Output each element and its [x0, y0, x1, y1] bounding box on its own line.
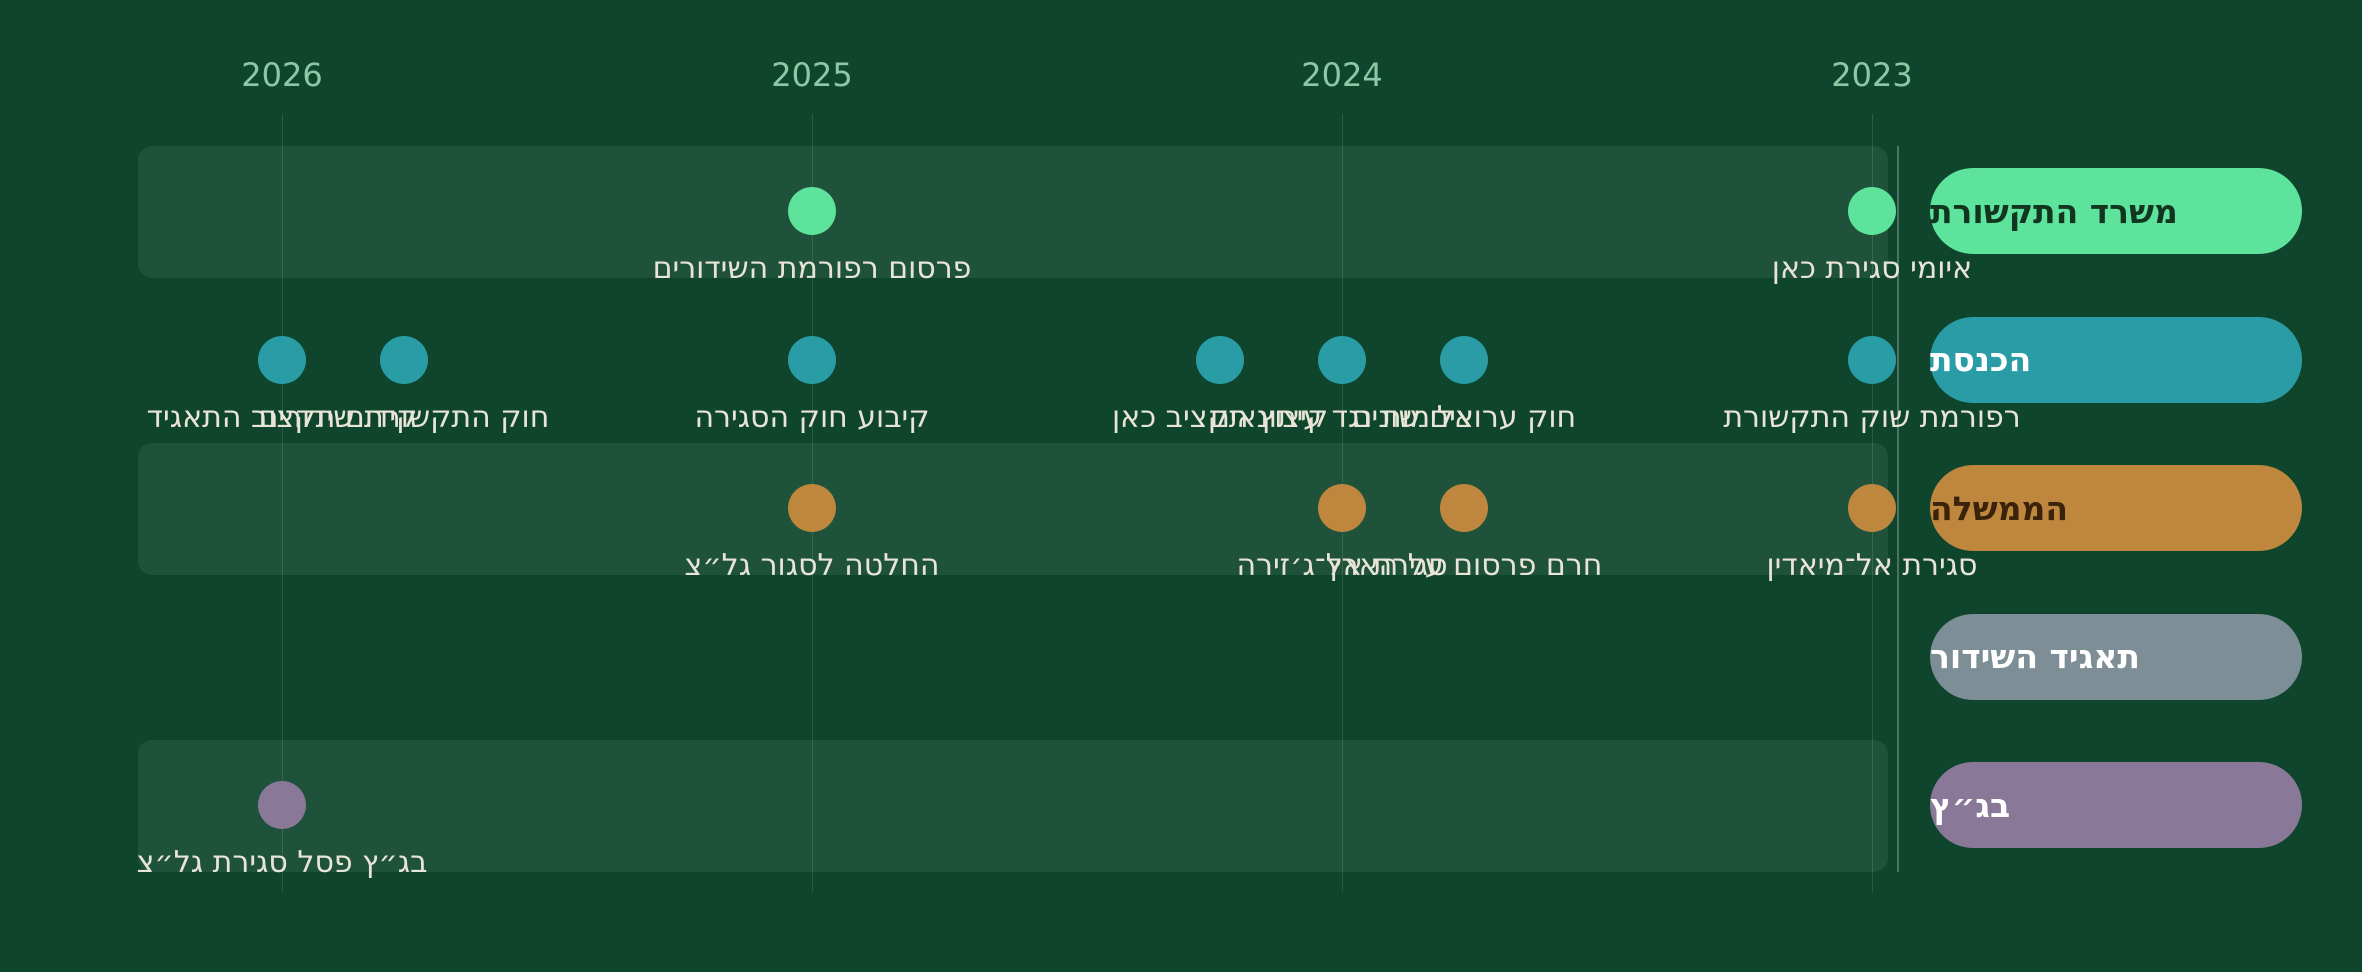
year-label: 2024 [1301, 56, 1383, 94]
lane-divider [1897, 146, 1899, 872]
event-dot[interactable] [1439, 335, 1488, 384]
event-label: קיצוץ תקציב כאן [1112, 399, 1329, 435]
event-dot[interactable] [379, 335, 428, 384]
event-label: בג״ץ פסל סגירת גל״צ [136, 845, 428, 880]
lane-pill-high-court: בג״ץ [1930, 762, 2302, 848]
year-gridline [282, 114, 283, 892]
event-dot[interactable] [1848, 484, 1896, 532]
event-label: חוק ערוצים שונים [1351, 399, 1577, 435]
event-dot[interactable] [788, 335, 836, 384]
event-dot[interactable] [788, 187, 836, 235]
event-dot[interactable] [258, 781, 306, 829]
lane-pill-communications-ministry: משרד התקשורת [1930, 168, 2302, 254]
lane-band [138, 443, 1888, 575]
event-label: פרסום רפורמת השידורים [652, 251, 972, 286]
event-label: איומי סגירת כאן [1771, 251, 1973, 286]
year-label: 2026 [241, 56, 323, 94]
lane-band [138, 146, 1888, 278]
event-dot[interactable] [1318, 335, 1366, 384]
event-dot[interactable] [788, 484, 836, 532]
lane-band [138, 740, 1888, 872]
event-dot[interactable] [1848, 335, 1896, 384]
event-label: החלטה לסגור גל״צ [684, 548, 940, 583]
event-label: קיבוע חוק הסגירה [694, 399, 930, 435]
lane-pill-knesset: הכנסת [1930, 316, 2302, 403]
year-label: 2023 [1831, 56, 1913, 94]
event-label: סגירת אל־ג׳זירה [1236, 548, 1448, 583]
event-dot[interactable] [1318, 484, 1366, 532]
year-label: 2025 [771, 56, 853, 94]
event-label: חרם פרסום על הארץ [1325, 548, 1603, 583]
event-dot[interactable] [1848, 187, 1896, 235]
lane-pill-broadcasters-union: תאגיד השידור [1930, 613, 2302, 700]
event-label: חוק התקשורת שידורים [258, 399, 550, 435]
event-label: קידום תקצוב התאגיד [146, 399, 418, 435]
event-dot[interactable] [258, 335, 306, 384]
lane-pill-government: הממשלה [1930, 465, 2302, 551]
event-label: סגירת אל־מיאדין [1766, 548, 1978, 583]
event-dot[interactable] [1439, 484, 1488, 532]
event-label: רפורמת שוק התקשורת [1723, 399, 2021, 435]
event-dot[interactable] [1196, 335, 1245, 384]
event-label: אלימות נגד עיתונאים [1210, 399, 1474, 435]
